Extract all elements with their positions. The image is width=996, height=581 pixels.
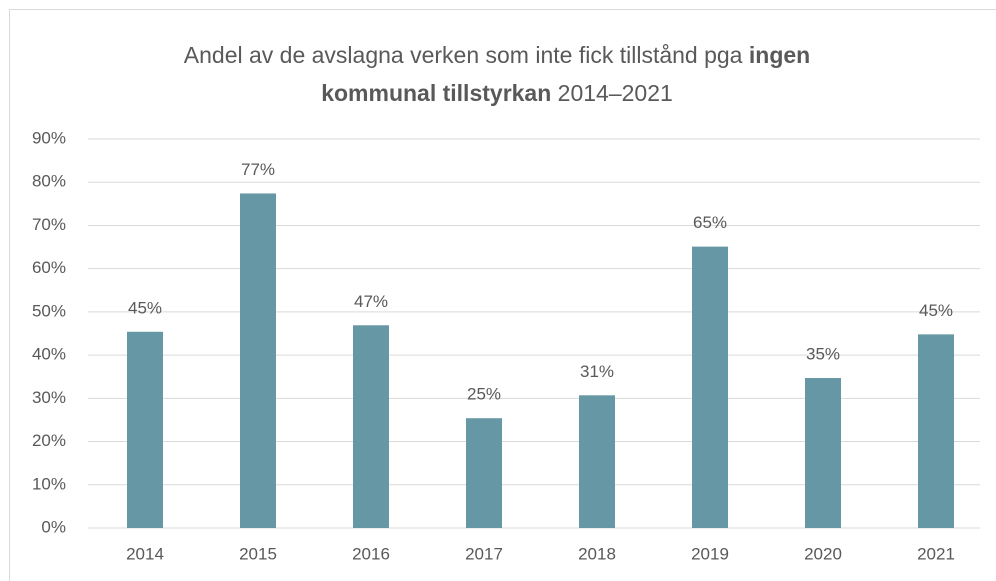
x-tick-label: 2014 — [126, 544, 164, 563]
bar — [692, 246, 728, 528]
x-tick-label: 2015 — [239, 544, 277, 563]
title-run: ingen — [749, 42, 810, 68]
data-label: 65% — [693, 213, 727, 232]
y-tick-label: 50% — [32, 301, 66, 320]
data-label: 31% — [580, 362, 614, 381]
chart-title: Andel av de avslagna verken som inte fic… — [184, 42, 810, 68]
y-tick-label: 20% — [32, 431, 66, 450]
data-label: 35% — [806, 345, 840, 364]
y-tick-label: 90% — [32, 128, 66, 147]
bar — [579, 395, 615, 528]
bar — [353, 325, 389, 528]
y-tick-label: 70% — [32, 215, 66, 234]
data-label: 45% — [919, 301, 953, 320]
chart-title: kommunal tillstyrkan 2014–2021 — [321, 80, 673, 106]
y-tick-label: 0% — [41, 517, 66, 536]
y-tick-label: 60% — [32, 258, 66, 277]
x-tick-label: 2018 — [578, 544, 616, 563]
title-run: Andel av de avslagna verken som inte fic… — [184, 42, 749, 68]
x-tick-label: 2020 — [804, 544, 842, 563]
y-tick-label: 40% — [32, 345, 66, 364]
data-label: 25% — [467, 385, 501, 404]
y-tick-label: 80% — [32, 172, 66, 191]
bar — [918, 334, 954, 528]
title-run: 2014–2021 — [551, 80, 673, 106]
x-tick-label: 2019 — [691, 544, 729, 563]
bar — [127, 331, 163, 528]
x-tick-label: 2021 — [917, 544, 955, 563]
title-run: kommunal tillstyrkan — [321, 80, 551, 106]
x-tick-label: 2016 — [352, 544, 390, 563]
bar — [805, 378, 841, 528]
data-label: 45% — [128, 298, 162, 317]
data-label: 77% — [241, 160, 275, 179]
bar — [240, 193, 276, 528]
data-label: 47% — [354, 292, 388, 311]
x-tick-label: 2017 — [465, 544, 503, 563]
y-tick-label: 30% — [32, 388, 66, 407]
y-tick-label: 10% — [32, 474, 66, 493]
bar — [466, 418, 502, 528]
